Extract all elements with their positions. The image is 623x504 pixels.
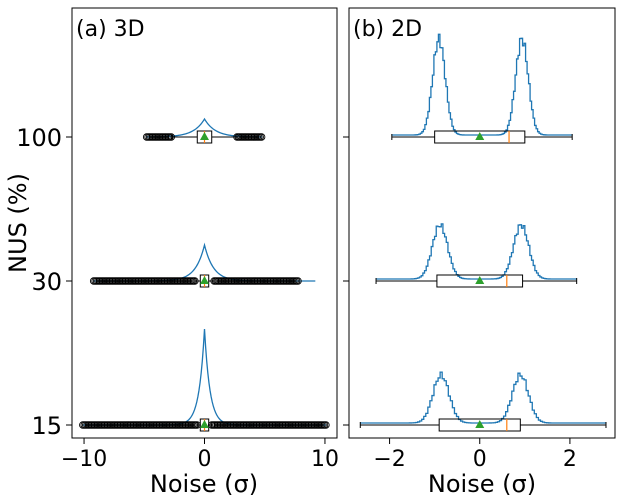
y-tick-label-2: 15 [31, 412, 62, 440]
hist-b-100 [391, 33, 573, 136]
panel-a-frame [71, 7, 338, 439]
outlier-a-30-right-58 [294, 277, 302, 285]
panel-b-plot: −2 0 2 [343, 33, 607, 472]
x-tick-label-b-0: −2 [373, 447, 405, 472]
panel-a-label: (a) 3D [76, 17, 145, 42]
outlier-a-15-right-79 [322, 421, 330, 429]
mean-a-100 [200, 132, 209, 140]
outlier-a-100-right-17 [257, 133, 266, 141]
mean-a-15 [200, 420, 209, 428]
x-tick-label-b-1: 0 [473, 447, 487, 472]
x-tick-label-a-1: 0 [198, 447, 212, 472]
panel-b-label: (b) 2D [353, 17, 422, 42]
y-axis-label: NUS (%) [4, 173, 32, 273]
hist-b-30 [376, 223, 577, 280]
panel-a-plot: −10 0 10 100 30 15 [16, 117, 339, 472]
mean-b-100 [475, 132, 485, 140]
y-tick-label-1: 30 [31, 268, 62, 296]
box-b-30 [436, 274, 524, 288]
x-tick-label-a-0: −10 [61, 447, 107, 472]
y-tick-label-0: 100 [16, 124, 62, 152]
x-tick-label-a-2: 10 [311, 447, 339, 472]
panel-b-frame [348, 7, 616, 439]
mean-a-30 [200, 276, 209, 284]
x-axis-label-a: Noise (σ) [150, 470, 258, 498]
hist-a-15 [82, 328, 327, 426]
mean-b-30 [475, 276, 485, 284]
mean-b-15 [475, 420, 485, 428]
x-axis-label-b: Noise (σ) [428, 470, 536, 498]
hist-b-15 [360, 371, 606, 424]
box-b-100 [434, 130, 526, 144]
x-tick-label-b-2: 2 [563, 447, 577, 472]
box-b-15 [438, 418, 521, 432]
